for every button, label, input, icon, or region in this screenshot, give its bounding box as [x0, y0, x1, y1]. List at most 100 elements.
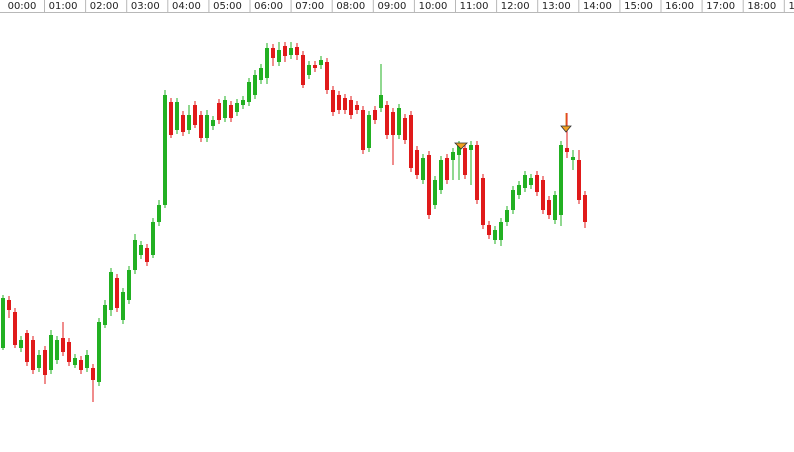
time-label: 10:00 [419, 1, 448, 12]
candle-body [571, 157, 575, 160]
candle-body [469, 145, 473, 150]
candle-body [85, 355, 89, 368]
candle-body [331, 90, 335, 112]
candle-body [157, 205, 161, 222]
time-label: 08:00 [336, 1, 365, 12]
candle-body [271, 48, 275, 58]
candle-body [229, 105, 233, 118]
candle-body [397, 108, 401, 135]
candle-body [7, 300, 11, 310]
candle-body [253, 75, 257, 95]
candle-body [541, 180, 545, 210]
candle-body [457, 145, 461, 155]
time-label: 17:00 [706, 1, 735, 12]
candle-body [241, 100, 245, 105]
candle-body [67, 342, 71, 362]
candle-body [391, 112, 395, 135]
candle-body [103, 305, 107, 325]
candle-body [313, 65, 317, 68]
time-label: 06:00 [254, 1, 283, 12]
candle-body [511, 190, 515, 210]
candle-body [97, 322, 101, 382]
time-label: 11:00 [460, 1, 489, 12]
candle-body [1, 298, 5, 348]
candle-body [55, 340, 59, 360]
time-label: 15:00 [624, 1, 653, 12]
candle-body [121, 292, 125, 320]
candle-body [499, 222, 503, 240]
candle-body [343, 98, 347, 110]
candle-body [187, 115, 191, 130]
candle-body [163, 95, 167, 205]
candle-body [355, 105, 359, 110]
candle-body [151, 222, 155, 255]
time-label: 18:00 [747, 1, 776, 12]
candle-body [181, 115, 185, 132]
candle-body [37, 355, 41, 368]
candle-body [559, 145, 563, 215]
candle-body [487, 225, 491, 235]
candle-body [583, 195, 587, 222]
candle-body [73, 358, 77, 365]
candle-body [217, 103, 221, 120]
time-label: 03:00 [131, 1, 160, 12]
candle-body [49, 335, 53, 370]
candle-body [295, 47, 299, 55]
candle-body [439, 160, 443, 190]
candle-body [433, 180, 437, 205]
candle-body [283, 46, 287, 56]
time-label: 00:00 [8, 1, 37, 12]
time-label: 04:00 [172, 1, 201, 12]
time-label: 01:00 [49, 1, 78, 12]
candle-body [43, 350, 47, 375]
candle-body [367, 115, 371, 148]
candle-body [475, 145, 479, 200]
candle-body [277, 50, 281, 62]
candle-body [13, 312, 17, 345]
candle-body [145, 248, 149, 262]
candle-body [205, 115, 209, 138]
candle-body [259, 68, 263, 80]
candle-body [427, 155, 431, 215]
candle-body [31, 340, 35, 370]
candle-body [109, 272, 113, 310]
time-label: 14:00 [583, 1, 612, 12]
candle-body [133, 240, 137, 270]
candle-body [529, 178, 533, 185]
candle-body [517, 185, 521, 195]
candle-body [337, 95, 341, 110]
candle-body [547, 200, 551, 215]
candle-body [319, 60, 323, 65]
time-label: 19:00 [788, 1, 794, 12]
candle-body [25, 333, 29, 362]
candle-body [307, 65, 311, 75]
signal-marker [560, 125, 572, 133]
candle-body [361, 110, 365, 150]
candle-body [127, 270, 131, 300]
candle-body [79, 360, 83, 370]
candle-body [91, 368, 95, 380]
candle-body [175, 102, 179, 130]
time-label: 02:00 [90, 1, 119, 12]
candle-body [451, 152, 455, 160]
candle-body [421, 158, 425, 180]
candle-body [415, 150, 419, 175]
candle-body [493, 230, 497, 240]
candle-body [577, 160, 581, 200]
time-header [0, 0, 794, 12]
candle-body [193, 105, 197, 125]
candle-body [535, 175, 539, 192]
time-label: 05:00 [213, 1, 242, 12]
candle-body [61, 338, 65, 352]
signal-markers [454, 113, 572, 150]
candle-body [523, 175, 527, 188]
signal-marker [454, 142, 468, 150]
time-label: 16:00 [665, 1, 694, 12]
time-label: 09:00 [377, 1, 406, 12]
candle-body [211, 120, 215, 126]
candle-body [247, 82, 251, 102]
candle-body [265, 48, 269, 78]
candle-body [379, 95, 383, 108]
